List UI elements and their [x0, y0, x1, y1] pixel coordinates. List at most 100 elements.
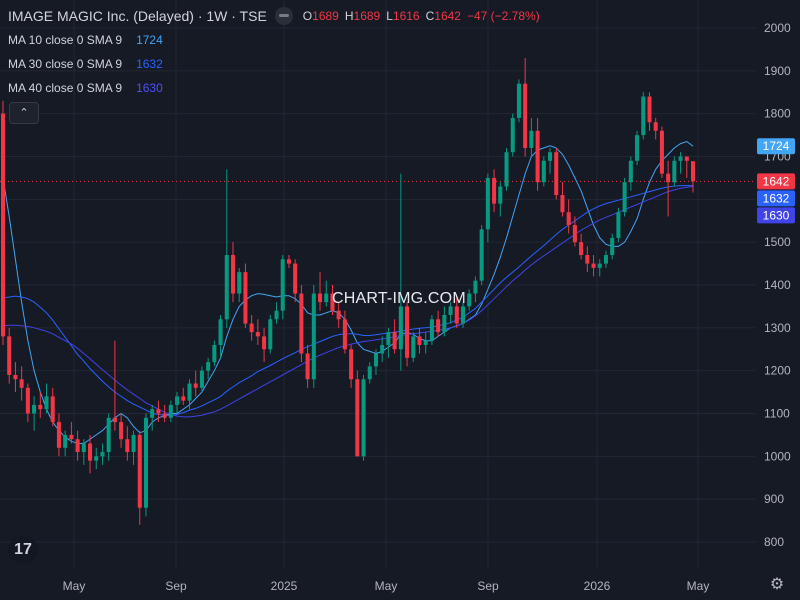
price-tag-text: 1632: [763, 191, 790, 205]
gear-icon[interactable]: ⚙: [769, 576, 785, 593]
time-tick-label: 2026: [584, 579, 611, 593]
candle: [566, 199, 571, 234]
ma-line-ma30: [2, 185, 693, 417]
candle: [318, 272, 323, 311]
chevron-up-icon[interactable]: ⌃: [9, 102, 39, 124]
ma-line-ma10: [2, 140, 694, 444]
candle: [324, 280, 329, 307]
candle-body: [473, 280, 478, 294]
candle-body: [454, 306, 459, 324]
candle: [635, 130, 640, 166]
candle-body: [199, 370, 204, 388]
candle: [554, 147, 559, 200]
candle-body: [44, 396, 49, 410]
candle-body: [411, 336, 416, 358]
candle: [25, 383, 30, 423]
candle-body: [523, 83, 528, 148]
candle-body: [361, 379, 366, 457]
candle-body: [666, 173, 671, 183]
indicator-ma40[interactable]: MA 40 close 0 SMA 9 1630: [8, 81, 163, 95]
candle-body: [131, 434, 136, 453]
candle: [206, 357, 211, 380]
price-tags: 1724 1642 1632 1630: [757, 138, 795, 224]
candle: [355, 370, 360, 457]
price-tag-bg: [757, 207, 795, 224]
candle: [255, 319, 260, 345]
price-tag: 1632: [757, 190, 795, 207]
symbol-title[interactable]: IMAGE MAGIC Inc. (Delayed) · 1W · TSE: [8, 8, 267, 24]
candle: [94, 447, 99, 470]
price-tag-text: 1642: [763, 174, 790, 188]
candle: [423, 332, 428, 354]
indicator-value: 1632: [136, 57, 163, 71]
candle-body: [479, 229, 484, 281]
candle: [187, 379, 192, 410]
candle: [448, 302, 453, 324]
low-label: L: [386, 9, 393, 23]
indicator-ma10[interactable]: MA 10 close 0 SMA 9 1724: [8, 33, 163, 47]
candle-body: [299, 293, 304, 354]
candle: [610, 233, 615, 260]
candle-body: [504, 152, 509, 187]
candle: [548, 147, 553, 174]
candle: [100, 443, 105, 465]
candle-body: [610, 237, 615, 256]
candle-body: [678, 156, 683, 161]
candle: [628, 156, 633, 191]
indicator-label: MA 10 close 0 SMA 9: [8, 33, 123, 47]
low-value: 1616: [392, 9, 420, 23]
candle-body: [616, 212, 621, 238]
candle: [63, 430, 68, 457]
candle: [684, 156, 689, 178]
candle: [405, 302, 410, 367]
tradingview-logo[interactable]: 17: [8, 536, 38, 564]
candle: [659, 126, 664, 178]
candle: [342, 310, 347, 354]
candle: [32, 396, 37, 431]
price-axis[interactable]: 8009001000110012001300140015001600170018…: [764, 21, 791, 549]
candle: [330, 285, 335, 315]
candle-body: [311, 293, 316, 380]
price-tick-label: 1000: [764, 449, 791, 463]
price-tick-label: 2000: [764, 21, 791, 35]
candle: [268, 314, 273, 354]
candle-body: [212, 344, 217, 363]
visibility-eye-icon[interactable]: [274, 7, 293, 25]
candle-body: [19, 379, 24, 388]
candle: [417, 327, 422, 354]
chart-grid: [0, 0, 755, 568]
time-axis[interactable]: May Sep 2025 May Sep 2026 May: [63, 579, 710, 593]
candle-body: [392, 332, 397, 350]
candle: [218, 314, 223, 358]
candle-body: [647, 96, 652, 123]
candle-body: [373, 353, 378, 367]
candle: [125, 426, 130, 461]
candle-body: [436, 319, 441, 333]
candle-body: [305, 353, 310, 380]
time-tick-label: May: [687, 579, 710, 593]
candle: [529, 117, 534, 157]
candle: [193, 370, 198, 397]
candle-body: [367, 366, 372, 380]
candle: [492, 169, 497, 213]
candle: [585, 246, 590, 273]
candle: [131, 430, 136, 465]
candle-body: [143, 417, 148, 508]
candle: [13, 362, 18, 393]
indicator-ma30[interactable]: MA 30 close 0 SMA 9 1632: [8, 57, 163, 71]
candle-body: [324, 293, 329, 303]
candle: [398, 173, 403, 371]
candle-body: [50, 396, 55, 423]
price-tick-label: 1800: [764, 107, 791, 121]
indicator-value: 1724: [136, 33, 163, 47]
candle: [168, 400, 173, 423]
candle-body: [181, 396, 186, 401]
candle-body: [7, 336, 12, 375]
candle: [262, 327, 267, 363]
candle-body: [293, 263, 298, 294]
candle: [106, 413, 111, 461]
time-tick-label: Sep: [477, 579, 499, 593]
candle: [7, 327, 12, 384]
